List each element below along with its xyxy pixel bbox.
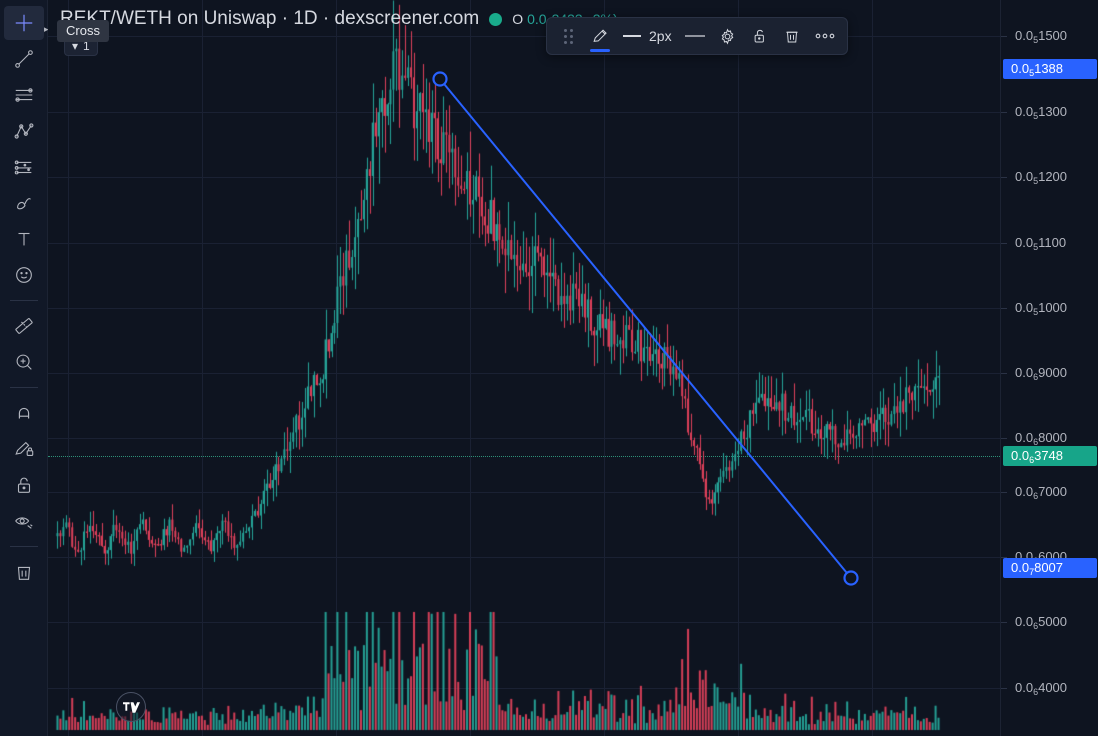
grip-dots-icon [563, 28, 573, 44]
brush-tool[interactable] [4, 186, 44, 220]
drawing-price-badge-top[interactable]: 0.051388 [1003, 59, 1097, 79]
line-width-label: 2px [649, 28, 672, 44]
price-tick: 0.051000 [1001, 299, 1098, 317]
chevron-down-icon: ▾ [72, 39, 79, 53]
cross-tool-tooltip: Cross [57, 20, 109, 42]
line-width-button[interactable]: 2px [617, 21, 677, 51]
line-color-pencil-button[interactable] [585, 21, 615, 52]
remove-drawings-tool[interactable] [4, 555, 44, 589]
price-tick: 0.067000 [1001, 483, 1098, 501]
market-status-dot [489, 12, 503, 26]
fib-retracement-tool[interactable] [4, 150, 44, 184]
emoji-tool[interactable] [4, 258, 44, 292]
ohlc-open-label: O [512, 11, 524, 27]
drawing-price-badge-bottom[interactable]: 0.078007 [1003, 558, 1097, 578]
tradingview-logo[interactable] [116, 692, 146, 722]
text-tool[interactable] [4, 222, 44, 256]
line-thickness-icon [623, 35, 641, 37]
trend-line-tool[interactable] [4, 42, 44, 76]
delete-drawing-button[interactable] [777, 21, 807, 51]
price-tick: 0.051300 [1001, 103, 1098, 121]
price-tick: 0.051200 [1001, 168, 1098, 186]
toolbar-drag-handle[interactable] [553, 21, 583, 51]
zoom-in-tool[interactable] [4, 345, 44, 379]
cross-tool-variant-value: 1 [83, 39, 90, 53]
horizontal-lines-tool[interactable] [4, 78, 44, 112]
price-scale[interactable]: 0.051500 0.051300 0.051200 0.051100 0.051000… [1000, 0, 1098, 736]
more-horizontal-icon [815, 33, 834, 39]
active-color-underline [590, 49, 610, 52]
line-style-icon [684, 35, 705, 37]
lock-drawing-button[interactable] [745, 21, 775, 51]
last-price-badge[interactable]: 0.063748 [1003, 446, 1097, 466]
unlock-icon [754, 29, 764, 43]
chart-header: REKT/WETH on Uniswap · 1D · dexscreener.… [60, 6, 618, 32]
price-tick: 0.051500 [1001, 27, 1098, 45]
price-tick: 0.051100 [1001, 234, 1098, 252]
drawing-settings-button[interactable] [713, 21, 743, 51]
toolbar-divider-3 [9, 546, 38, 547]
price-tick: 0.069000 [1001, 364, 1098, 382]
trash-icon [785, 31, 798, 43]
measure-ruler-tool[interactable] [4, 309, 44, 343]
line-style-button[interactable] [679, 21, 711, 51]
price-tick: 0.068000 [1001, 429, 1098, 447]
chart-title: REKT/WETH on Uniswap · 1D · dexscreener.… [60, 8, 480, 29]
drawing-tools-sidebar: ▸ [0, 0, 49, 736]
chart-canvas[interactable] [48, 0, 1000, 736]
hide-drawings-tool[interactable] [4, 504, 44, 538]
toolbar-divider-1 [9, 300, 38, 301]
magnet-tool[interactable] [4, 396, 44, 430]
lock-drawings-tool[interactable] [4, 468, 44, 502]
drawing-properties-toolbar[interactable]: 2px [546, 17, 848, 55]
price-tick: 0.064000 [1001, 679, 1098, 697]
pitchfork-tool[interactable] [4, 114, 44, 148]
cursor-cross-tool[interactable]: ▸ [3, 6, 49, 40]
toolbar-divider-2 [9, 387, 38, 388]
more-options-button[interactable] [809, 21, 841, 51]
candlestick-series [48, 0, 1000, 736]
chevron-right-icon: ▸ [43, 24, 49, 34]
gear-icon [721, 28, 734, 44]
stay-in-drawing-mode-tool[interactable] [4, 432, 44, 466]
price-tick: 0.065000 [1001, 613, 1098, 631]
